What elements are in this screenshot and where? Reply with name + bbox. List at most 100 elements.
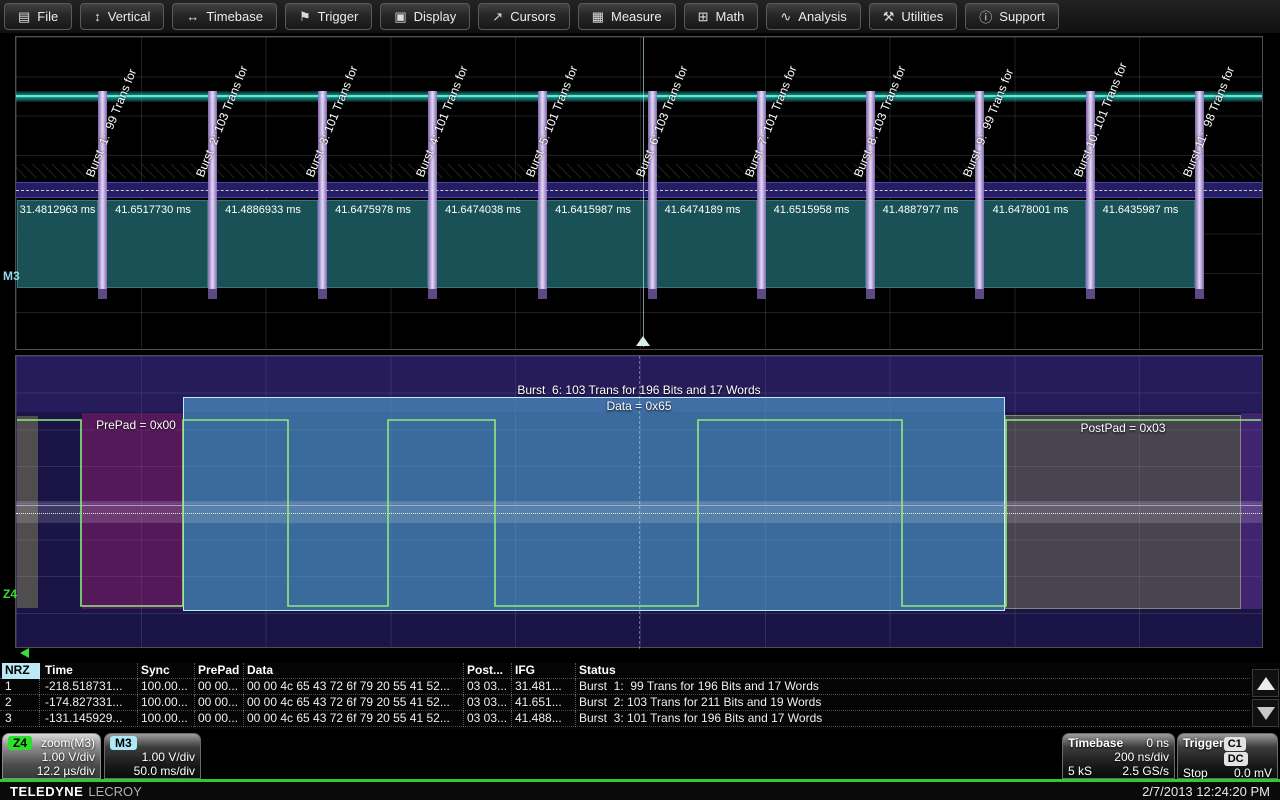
- scroll-up-icon: [1257, 677, 1275, 690]
- col-ifg[interactable]: IFG: [512, 663, 576, 679]
- brand-secondary: LECROY: [88, 784, 141, 799]
- table-row[interactable]: 1 -218.518731... 100.00... 00 00... 00 0…: [0, 679, 1250, 695]
- calculator-icon: ⊞: [698, 9, 709, 25]
- cell-post: 03 03...: [464, 679, 512, 695]
- menu-support[interactable]: ⓘSupport: [965, 3, 1059, 30]
- burst-annotation-8: Burst 8: 103 Trans for: [851, 64, 908, 179]
- brand-primary: TELEDYNE: [10, 784, 83, 799]
- brand-logo: TELEDYNE LECROY: [10, 784, 142, 799]
- burst-annotation-9: Burst 9: 99 Trans for: [960, 67, 1016, 179]
- cell-prepad: 00 00...: [195, 711, 244, 727]
- z4-vdiv: 1.00 V/div: [42, 750, 95, 764]
- trigger-title: Trigger: [1183, 736, 1224, 766]
- table-scroll-down-button[interactable]: [1252, 699, 1279, 727]
- menu-file-label: File: [37, 9, 58, 24]
- timebase-offset: 0 ns: [1146, 736, 1169, 750]
- cell-prepad: 00 00...: [195, 695, 244, 711]
- z4-title: zoom(M3): [41, 736, 95, 750]
- col-post[interactable]: Post...: [464, 663, 512, 679]
- zoom-trace: [17, 420, 1261, 606]
- menu-vertical-label: Vertical: [108, 9, 151, 24]
- menu-math[interactable]: ⊞ Math: [684, 3, 759, 30]
- trigger-level: 0.0 mV: [1234, 766, 1272, 780]
- trigger-source-badge: C1: [1224, 737, 1246, 751]
- scroll-down-icon: [1257, 707, 1275, 720]
- table-scroll-up-button[interactable]: [1252, 669, 1279, 697]
- m3-channel-label[interactable]: M3: [3, 269, 20, 283]
- col-sync[interactable]: Sync: [138, 663, 195, 679]
- menu-cursors[interactable]: ↗Cursors: [478, 3, 569, 30]
- trigger-position-marker[interactable]: [636, 336, 650, 346]
- col-time[interactable]: Time: [42, 663, 138, 679]
- trigger-descriptor[interactable]: TriggerC1 DC Stop0.0 mV EdgePositive: [1177, 733, 1278, 779]
- measure-icon: ▦: [592, 9, 604, 25]
- zoom-trigger-arrow-icon: [20, 648, 29, 658]
- cell-ifg: 41.488...: [512, 711, 576, 727]
- menu-utilities-label: Utilities: [901, 9, 943, 24]
- postpad-label: PostPad = 0x03: [1005, 421, 1241, 435]
- col-status[interactable]: Status: [576, 663, 1248, 679]
- cell-ifg: 31.481...: [512, 679, 576, 695]
- menu-timebase[interactable]: ↔Timebase: [172, 3, 277, 30]
- ifg-box-11: 41.6435987 ms: [1086, 200, 1195, 288]
- burst-annotation-2: Burst 2: 103 Trans for: [193, 64, 250, 179]
- cursor-arrow-icon: ↗: [492, 9, 503, 25]
- menu-analysis[interactable]: ∿Analysis: [766, 3, 860, 30]
- col-data[interactable]: Data: [244, 663, 464, 679]
- col-prepad[interactable]: PrePad: [195, 663, 244, 679]
- timebase-title: Timebase: [1068, 736, 1123, 750]
- top-waveform-panel[interactable]: 31.4812963 ms 41.6517730 ms 41.4886933 m…: [15, 36, 1263, 350]
- waveform-chart-icon: ∿: [780, 9, 791, 25]
- ifg-box-10: 41.6478001 ms: [975, 200, 1086, 288]
- menu-support-label: Support: [999, 9, 1045, 24]
- cell-sync: 100.00...: [138, 679, 195, 695]
- cell-sync: 100.00...: [138, 711, 195, 727]
- burst-annotation-1: Burst 1: 99 Trans for: [83, 67, 139, 179]
- oscilloscope-screen: ▤File ↕Vertical ↔Timebase ⚑Trigger ▣Disp…: [0, 0, 1280, 800]
- menu-file[interactable]: ▤ File: [4, 3, 72, 30]
- z4-descriptor[interactable]: Z4zoom(M3) 1.00 V/div 12.2 µs/div: [2, 733, 101, 779]
- cell-status: Burst 3: 101 Trans for 196 Bits and 17 W…: [576, 711, 1248, 727]
- menu-vertical[interactable]: ↕Vertical: [80, 3, 164, 30]
- timebase-descriptor[interactable]: Timebase0 ns 200 ns/div 5 kS2.5 GS/s: [1062, 733, 1175, 779]
- burst-annotation-7: Burst 7: 101 Trans for: [742, 64, 799, 179]
- table-header-row: NRZ Time Sync PrePad Data Post... IFG St…: [0, 663, 1250, 679]
- z4-channel-label[interactable]: Z4: [3, 587, 17, 601]
- menu-utilities[interactable]: ⚒ Utilities: [869, 3, 958, 30]
- burst-annotation-10: Burst 10: 101 Trans for: [1071, 61, 1130, 179]
- cell-data: 00 00 4c 65 43 72 6f 79 20 55 41 52...: [244, 695, 464, 711]
- ifg-box-5: 41.6474038 ms: [428, 200, 538, 288]
- data-value-label: Data = 0x65: [16, 399, 1262, 413]
- menu-trigger-label: Trigger: [318, 9, 359, 24]
- datetime: 2/7/2013 12:24:20 PM: [1142, 784, 1270, 799]
- cell-status: Burst 1: 99 Trans for 196 Bits and 17 Wo…: [576, 679, 1248, 695]
- ifg-box-9: 41.4887977 ms: [866, 200, 975, 288]
- menu-display[interactable]: ▣Display: [380, 3, 470, 30]
- burst-annotation-11: Burst 11: 98 Trans for: [1180, 64, 1237, 179]
- cell-nrz: 3: [2, 711, 40, 727]
- m3-tdiv: 50.0 ms/div: [134, 764, 195, 778]
- burst-annotation-5: Burst 5: 101 Trans for: [523, 64, 580, 179]
- col-nrz[interactable]: NRZ: [2, 663, 40, 679]
- cell-time: -174.827331...: [42, 695, 138, 711]
- cell-nrz: 2: [2, 695, 40, 711]
- table-row[interactable]: 3 -131.145929... 100.00... 00 00... 00 0…: [0, 711, 1250, 727]
- m3-descriptor[interactable]: M3 1.00 V/div 50.0 ms/div: [104, 733, 201, 779]
- ifg-box-8: 41.6515958 ms: [757, 200, 866, 288]
- menu-math-label: Math: [715, 9, 744, 24]
- menu-trigger[interactable]: ⚑ Trigger: [285, 3, 372, 30]
- display-icon: ▣: [394, 9, 406, 25]
- horizontal-arrows-icon: ↔: [186, 9, 199, 24]
- footer-bar: TELEDYNE LECROY 2/7/2013 12:24:20 PM: [0, 782, 1280, 800]
- trigger-flag-icon: ⚑: [299, 9, 311, 25]
- menu-bar: ▤ File ↕Vertical ↔Timebase ⚑ Trigger ▣Disp…: [0, 0, 1280, 33]
- menu-measure[interactable]: ▦Measure: [578, 3, 676, 30]
- timebase-rate: 2.5 GS/s: [1122, 764, 1169, 778]
- burst-annotation-3: Burst 3: 101 Trans for: [303, 64, 360, 179]
- cell-sync: 100.00...: [138, 695, 195, 711]
- tools-icon: ⚒: [883, 9, 895, 25]
- table-row[interactable]: 2 -174.827331... 100.00... 00 00... 00 0…: [0, 695, 1250, 711]
- ifg-box-6: 41.6415987 ms: [538, 200, 648, 288]
- zoom-waveform-panel[interactable]: Burst 6: 103 Trans for 196 Bits and 17 W…: [15, 355, 1263, 648]
- file-icon: ▤: [18, 9, 30, 25]
